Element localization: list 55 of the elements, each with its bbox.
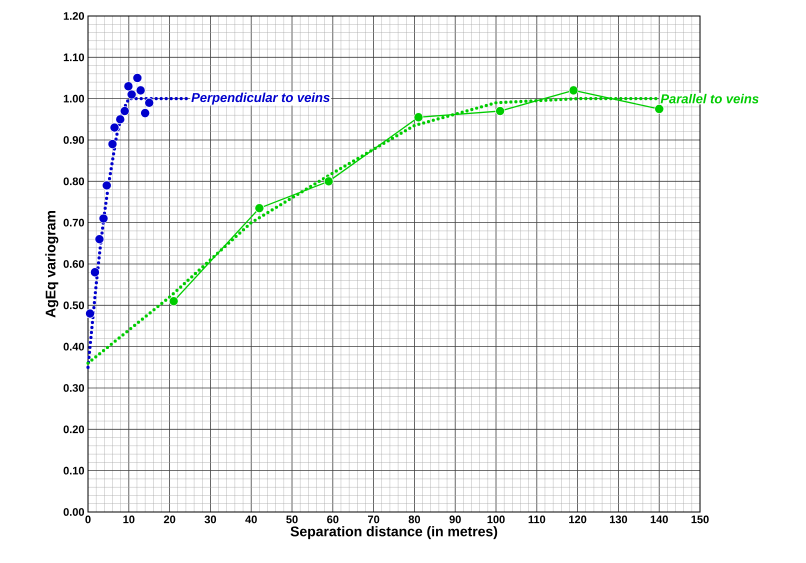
x-tick-label: 130 xyxy=(610,516,628,524)
point xyxy=(115,114,126,124)
point xyxy=(110,122,120,132)
y-tick-label: 0.90 xyxy=(64,136,84,144)
y-tick-label: 0.00 xyxy=(64,508,84,516)
x-tick-label: 90 xyxy=(449,516,461,524)
y-tick-label: 1.10 xyxy=(64,53,84,62)
point xyxy=(120,106,130,116)
y-tick-label: 1.00 xyxy=(64,94,84,103)
point xyxy=(126,90,136,100)
x-tick-label: 0 xyxy=(85,516,91,524)
x-axis-title: Separation distance (in metres) xyxy=(290,526,498,540)
point xyxy=(108,139,118,149)
x-tick-label: 100 xyxy=(488,516,505,524)
point xyxy=(136,86,146,96)
y-tick-label: 0.20 xyxy=(64,425,84,434)
y-axis-title: AgEq variogram xyxy=(45,210,58,318)
series-label: Perpendicular to veins xyxy=(191,92,330,105)
x-tick-label: 40 xyxy=(245,516,257,524)
x-tick-label: 50 xyxy=(286,516,298,524)
point xyxy=(414,112,424,122)
point xyxy=(254,203,264,213)
y-tick-label: 0.70 xyxy=(64,218,84,227)
x-tick-label: 110 xyxy=(528,516,546,524)
point xyxy=(140,108,150,118)
point xyxy=(132,73,142,83)
point xyxy=(98,214,108,224)
y-tick-label: 0.10 xyxy=(64,466,84,475)
point xyxy=(85,308,95,318)
series-label: Parallel to veins xyxy=(660,94,759,104)
y-tick-label: 0.60 xyxy=(64,260,84,268)
x-tick-label: 150 xyxy=(692,516,709,524)
x-tick-label: 10 xyxy=(123,516,134,524)
point xyxy=(654,104,664,114)
point xyxy=(102,180,112,190)
x-tick-label: 70 xyxy=(368,516,380,524)
y-tick-label: 0.40 xyxy=(64,342,84,351)
x-tick-label: 60 xyxy=(327,516,338,524)
point xyxy=(168,296,178,306)
x-tick-label: 80 xyxy=(408,516,420,524)
x-tick-label: 140 xyxy=(650,516,668,524)
point xyxy=(324,176,334,186)
x-tick-label: 120 xyxy=(569,516,586,524)
y-tick-label: 1.20 xyxy=(64,12,84,20)
y-tick-label: 0.80 xyxy=(64,177,84,186)
point xyxy=(495,106,505,116)
point xyxy=(124,81,134,92)
x-tick-label: 20 xyxy=(164,516,176,524)
y-tick-label: 0.30 xyxy=(64,384,84,392)
x-tick-label: 30 xyxy=(204,516,216,524)
point xyxy=(90,267,100,278)
point xyxy=(568,86,578,96)
y-tick-label: 0.50 xyxy=(64,301,84,310)
point xyxy=(144,98,154,108)
point xyxy=(94,234,104,244)
